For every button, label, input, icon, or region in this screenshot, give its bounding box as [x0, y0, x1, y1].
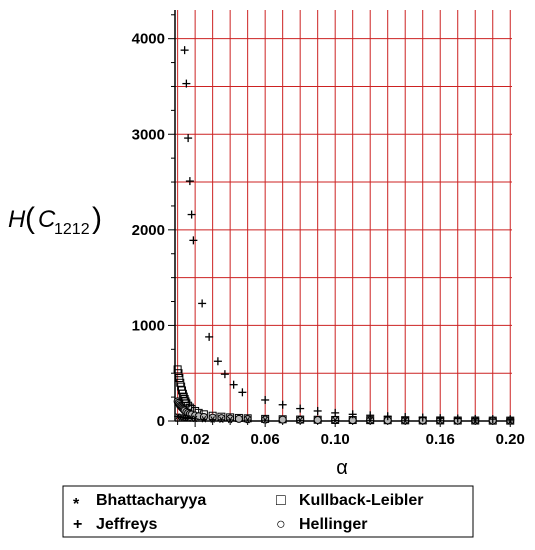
grid — [175, 10, 512, 422]
data-point-plus — [182, 79, 191, 88]
y-axis-label: H ( C 1212 ) — [8, 202, 102, 238]
tick-labels: 0 1000 2000 3000 4000 0.02 0.06 0.10 0.16 0.20 — [132, 31, 525, 448]
data-point-plus — [296, 404, 305, 413]
data-point-star — [331, 417, 339, 424]
data-point-plus — [198, 299, 207, 308]
data-point-plus — [366, 411, 375, 420]
data-point-plus — [238, 388, 247, 397]
y-axis-label-open-paren: ( — [25, 202, 35, 235]
y-axis-label-symbol: C — [38, 206, 56, 233]
legend-label-bhattacharyya: Bhattacharyya — [96, 492, 206, 509]
legend-box — [62, 485, 474, 538]
star-stroke — [189, 415, 194, 422]
y-tick-label: 2000 — [132, 222, 165, 239]
data-point-plus — [180, 46, 189, 55]
data-point-circle — [243, 415, 252, 424]
data-point-circle — [226, 414, 235, 423]
data-point-plus — [313, 406, 322, 415]
data-point-plus — [348, 410, 357, 419]
data-point-star — [366, 417, 374, 424]
star-stroke — [210, 416, 215, 423]
x-tick-label: 0.02 — [181, 431, 210, 448]
data-point-circle — [234, 414, 243, 423]
star-stroke — [192, 415, 198, 423]
star-stroke — [245, 416, 250, 424]
data-point-star — [261, 416, 269, 424]
data-point-plus — [205, 332, 214, 341]
data-point-plus — [213, 357, 222, 366]
data-point-star — [226, 416, 234, 424]
data-point-star — [217, 416, 225, 424]
y-axis-label-close-paren: ) — [92, 202, 102, 235]
star-stroke — [333, 417, 338, 424]
star-stroke — [201, 415, 207, 423]
legend-symbol-jeffreys: + — [73, 516, 82, 533]
star-stroke — [297, 417, 303, 424]
x-tick-label: 0.20 — [496, 431, 525, 448]
star-stroke — [368, 417, 373, 424]
data-point-plus — [220, 370, 229, 379]
data-point-plus — [184, 134, 193, 143]
y-tick-label: 1000 — [132, 317, 165, 334]
star-stroke — [185, 415, 191, 422]
data-point-star — [296, 417, 304, 424]
data-point-star — [191, 415, 199, 423]
data-point-plus — [185, 177, 194, 186]
data-point-star — [200, 415, 208, 423]
star-stroke — [219, 416, 224, 424]
legend-label-kullback-leibler: Kullback-Leibler — [299, 492, 423, 509]
y-tick-label: 4000 — [132, 31, 165, 48]
data-point-plus — [187, 210, 196, 219]
data-point-plus — [471, 414, 480, 423]
legend-symbol-bhattacharyya: * — [73, 496, 80, 513]
star-stroke — [262, 416, 268, 424]
data-point-plus — [261, 395, 270, 404]
y-axis-label-subscript: 1212 — [54, 221, 90, 238]
y-axis-label-main: H — [8, 206, 26, 233]
legend-label-hellinger: Hellinger — [299, 516, 367, 533]
axes — [168, 10, 512, 427]
data-point-circle — [313, 415, 322, 424]
data-point-star — [244, 416, 252, 424]
y-tick-label: 3000 — [132, 126, 165, 143]
data-point-star — [209, 416, 217, 423]
legend: * Bhattacharyya □ Kullback-Leibler + Jef… — [62, 485, 474, 538]
data-point-plus — [488, 415, 497, 424]
x-tick-label: 0.16 — [426, 431, 455, 448]
legend-symbol-hellinger: ○ — [276, 516, 286, 533]
data-point-plus — [383, 412, 392, 421]
data-point-plus — [278, 400, 287, 409]
y-tick-label: 0 — [157, 413, 165, 430]
data-point-plus — [453, 414, 462, 423]
x-tick-label: 0.06 — [251, 431, 280, 448]
data-point-plus — [189, 236, 198, 245]
data-point-plus — [229, 380, 238, 389]
data-point-square — [178, 389, 187, 398]
data-point-plus — [436, 414, 445, 423]
data-point-square — [175, 373, 184, 382]
data-point-circle — [278, 415, 287, 424]
data-point-circle — [199, 412, 208, 421]
data-point-plus — [401, 412, 410, 421]
legend-symbol-kullback-leibler: □ — [276, 492, 286, 509]
data-point-plus — [418, 413, 427, 422]
x-tick-label: 0.10 — [321, 431, 350, 448]
data-point-plus — [331, 408, 340, 417]
legend-label-jeffreys: Jeffreys — [96, 516, 157, 533]
star-stroke — [227, 416, 233, 424]
data-point-plus — [506, 415, 515, 424]
data-point-square — [174, 369, 183, 378]
x-axis-label: α — [336, 457, 348, 479]
data-points — [173, 46, 515, 425]
